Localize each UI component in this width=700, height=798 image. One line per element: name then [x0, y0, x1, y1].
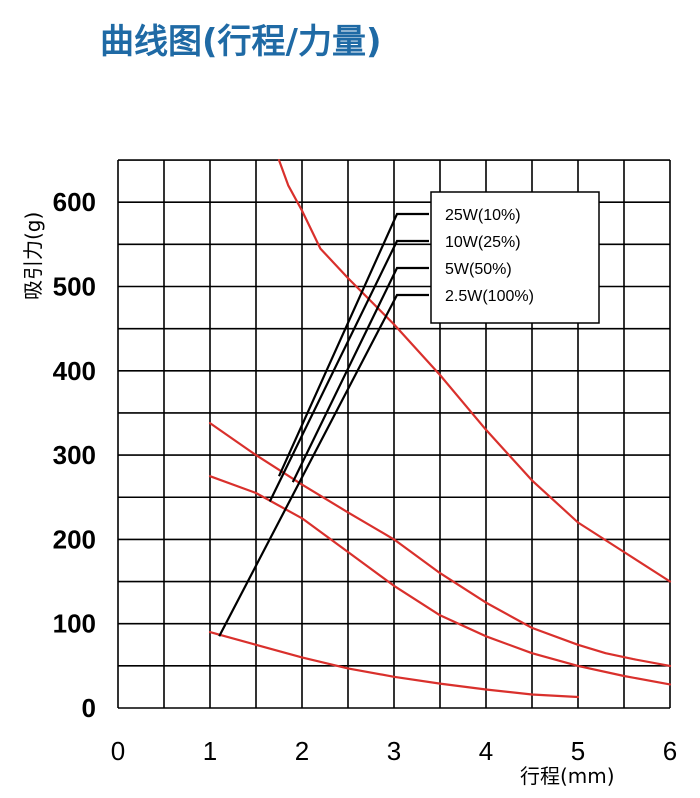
legend-item: 25W(10%) — [445, 207, 521, 224]
chart-legend: 25W(10%) 10W(25%) 5W(50%) 2.5W(100%) — [430, 191, 600, 324]
series-line — [208, 475, 672, 686]
y-axis-label: 吸引力(g) — [21, 212, 45, 300]
x-tick-label: 5 — [571, 736, 585, 766]
x-tick-label: 4 — [479, 736, 493, 766]
leader-line — [268, 239, 429, 502]
x-axis-label: 行程(mm) — [520, 764, 615, 788]
x-tick-label: 1 — [203, 736, 217, 766]
leader-line — [218, 293, 429, 637]
leader-line — [277, 212, 429, 477]
series-line — [208, 630, 580, 699]
series-line — [277, 159, 672, 583]
y-tick-label: 500 — [53, 272, 96, 302]
y-tick-label: 600 — [53, 187, 96, 217]
legend-item: 10W(25%) — [445, 234, 521, 251]
legend-box — [430, 191, 600, 324]
x-tick-label: 2 — [295, 736, 309, 766]
legend-item: 2.5W(100%) — [445, 288, 534, 305]
x-tick-label: 3 — [387, 736, 401, 766]
legend-leader-lines — [218, 212, 429, 637]
leader-line — [291, 266, 429, 483]
legend-item: 5W(50%) — [445, 261, 512, 278]
x-tick-label: 0 — [111, 736, 125, 766]
x-tick-label: 6 — [663, 736, 677, 766]
y-tick-label: 100 — [53, 609, 96, 639]
y-tick-label: 400 — [53, 356, 96, 386]
y-tick-label: 300 — [53, 440, 96, 470]
chart-ticks: 0 1 2 3 4 5 6 0 100 200 300 400 500 600 — [53, 187, 678, 766]
page-title: 曲线图(行程/力量) — [100, 22, 382, 62]
y-tick-label: 200 — [53, 524, 96, 554]
y-tick-label: 0 — [82, 693, 96, 723]
